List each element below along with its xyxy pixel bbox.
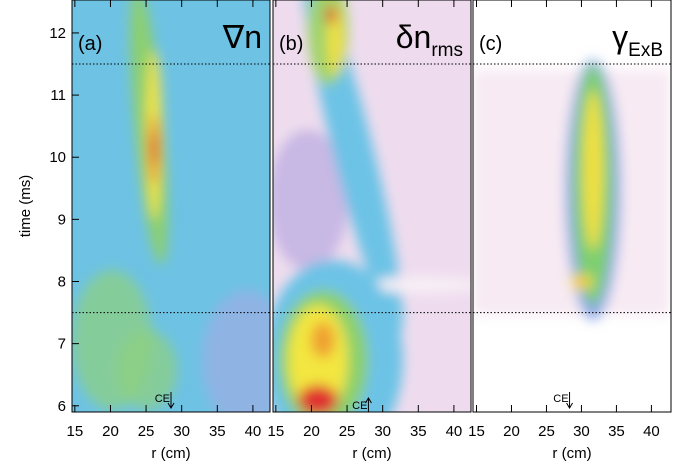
x-tick-label: 15 bbox=[268, 423, 285, 440]
panel-frame bbox=[71, 0, 271, 413]
x-tick-label: 25 bbox=[138, 423, 155, 440]
panel-title-sub: rms bbox=[431, 40, 463, 61]
x-tick-label: 15 bbox=[468, 423, 485, 440]
x-tick-label: 20 bbox=[503, 423, 520, 440]
panel-title: γExB bbox=[612, 19, 663, 61]
panel-frame bbox=[472, 0, 672, 413]
x-axis-label: r (cm) bbox=[352, 445, 391, 462]
y-tick-label: 6 bbox=[58, 398, 66, 415]
panel-title-main: γ bbox=[612, 19, 628, 55]
x-tick-label: 30 bbox=[573, 423, 590, 440]
x-axis-label: r (cm) bbox=[151, 445, 190, 462]
panel-label: (c) bbox=[479, 33, 502, 55]
x-tick-label: 35 bbox=[410, 423, 427, 440]
x-tick-label: 20 bbox=[303, 423, 320, 440]
panel-title-sub: ExB bbox=[628, 40, 663, 61]
panel-title: ∇n bbox=[222, 19, 262, 55]
heatmap-c bbox=[473, 0, 670, 412]
y-tick-label: 12 bbox=[49, 25, 66, 42]
x-tick-label: 25 bbox=[339, 423, 356, 440]
annotation-label: CE bbox=[155, 393, 170, 405]
x-axis-label: r (cm) bbox=[552, 445, 591, 462]
x-tick-label: 40 bbox=[643, 423, 660, 440]
y-tick-label: 10 bbox=[49, 149, 66, 166]
annotation-label: CE bbox=[553, 393, 568, 405]
annotation-arrowhead bbox=[365, 397, 372, 404]
x-tick-label: 30 bbox=[374, 423, 391, 440]
annotation-label: CE bbox=[352, 400, 367, 412]
panel-title-main: ∇n bbox=[222, 19, 262, 55]
panel-frame bbox=[272, 0, 472, 413]
x-tick-label: 35 bbox=[209, 423, 226, 440]
annotation-arrowhead bbox=[566, 402, 573, 409]
panel-title-main: δn bbox=[396, 19, 432, 55]
y-tick-label: 7 bbox=[58, 336, 66, 353]
y-tick-label: 8 bbox=[58, 274, 66, 291]
x-tick-label: 15 bbox=[67, 423, 84, 440]
x-tick-label: 35 bbox=[608, 423, 625, 440]
x-tick-label: 30 bbox=[173, 423, 190, 440]
panel-label: (a) bbox=[78, 33, 102, 55]
panel-label: (b) bbox=[279, 33, 303, 55]
x-tick-label: 25 bbox=[538, 423, 555, 440]
x-tick-label: 20 bbox=[102, 423, 119, 440]
y-axis-label: time (ms) bbox=[17, 175, 34, 238]
y-tick-label: 11 bbox=[50, 87, 66, 104]
y-tick-label: 9 bbox=[58, 211, 66, 228]
x-tick-label: 40 bbox=[245, 423, 262, 440]
annotation-arrowhead bbox=[167, 402, 175, 409]
heatmap-a bbox=[72, 0, 270, 412]
x-tick-label: 40 bbox=[446, 423, 463, 440]
heatmap-b bbox=[273, 0, 471, 412]
panel-title: δnrms bbox=[396, 19, 463, 61]
